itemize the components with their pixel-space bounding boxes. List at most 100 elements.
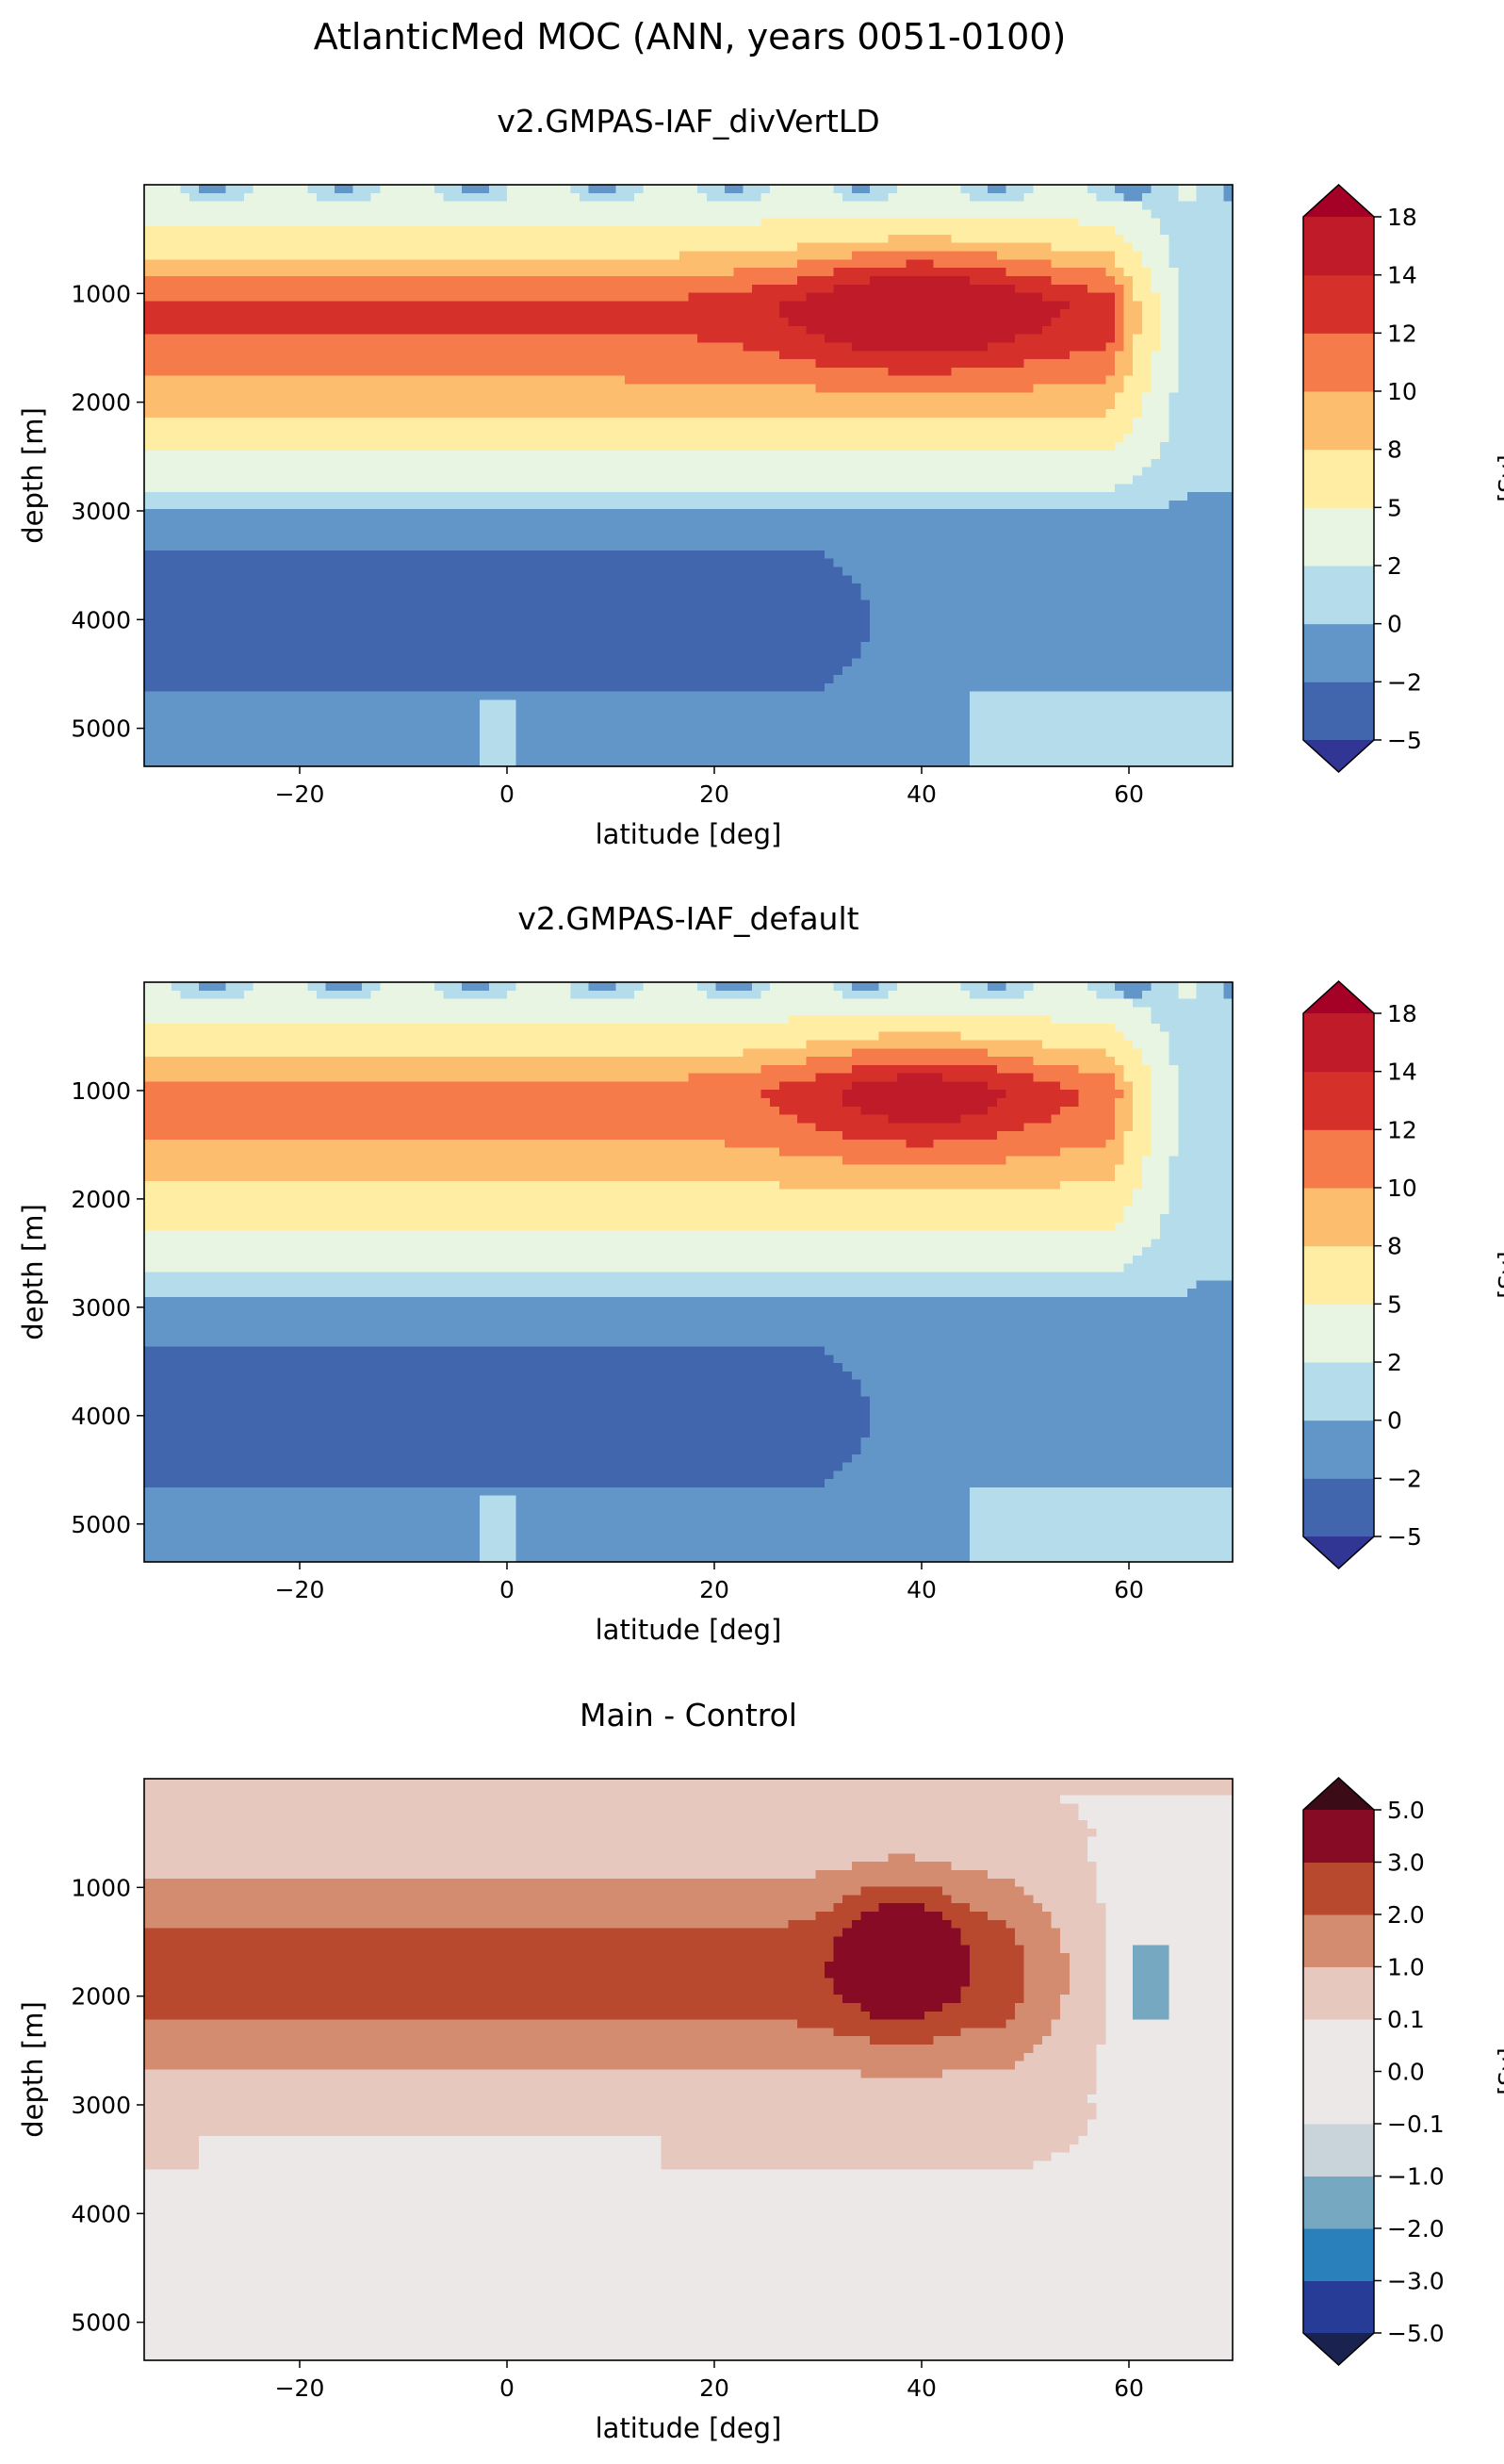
- contour-cell: [425, 292, 435, 302]
- contour-cell: [425, 201, 435, 211]
- contour-cell: [316, 716, 327, 726]
- contour-cell: [525, 458, 535, 468]
- contour-cell: [298, 334, 308, 344]
- contour-cell: [352, 558, 363, 568]
- contour-cell: [443, 641, 453, 651]
- contour-cell: [362, 550, 372, 560]
- contour-cell: [697, 632, 708, 643]
- contour-cell: [725, 649, 735, 660]
- contour-cell: [362, 425, 372, 435]
- contour-cell: [362, 608, 372, 617]
- contour-cell: [289, 434, 300, 443]
- contour-cell: [388, 359, 400, 369]
- contour-cell: [760, 218, 771, 227]
- contour-cell: [207, 632, 218, 643]
- contour-cell: [652, 284, 662, 294]
- contour-cell: [270, 475, 281, 485]
- contour-cell: [743, 185, 753, 194]
- contour-cell: [606, 558, 617, 568]
- contour-cell: [778, 467, 789, 477]
- contour-cell: [144, 492, 155, 501]
- contour-cell: [697, 550, 708, 560]
- contour-cell: [606, 218, 617, 227]
- contour-cell: [280, 259, 290, 269]
- contour-cell: [606, 682, 617, 693]
- contour-cell: [733, 359, 744, 369]
- contour-cell: [678, 451, 690, 460]
- contour-cell: [661, 292, 671, 302]
- contour-cell: [580, 451, 590, 460]
- contour-cell: [289, 292, 300, 302]
- contour-cell: [262, 218, 272, 227]
- contour-cell: [597, 625, 608, 634]
- contour-cell: [198, 242, 208, 253]
- contour-cell: [751, 508, 762, 518]
- contour-cell: [398, 567, 408, 576]
- contour-cell: [225, 517, 236, 526]
- contour-cell: [588, 226, 598, 236]
- contour-cell: [507, 251, 517, 260]
- contour-cell: [751, 475, 762, 485]
- contour-cell: [461, 375, 472, 386]
- contour-cell: [335, 575, 345, 584]
- contour-cell: [270, 666, 281, 676]
- contour-cell: [434, 649, 445, 660]
- contour-cell: [561, 625, 571, 634]
- contour-cell: [335, 716, 345, 726]
- contour-cell: [461, 534, 472, 543]
- contour-cell: [217, 384, 227, 393]
- contour-cell: [198, 708, 208, 717]
- contour-cell: [243, 649, 254, 660]
- contour-cell: [280, 675, 290, 684]
- contour-cell: [760, 259, 771, 269]
- contour-cell: [380, 608, 390, 617]
- contour-cell: [552, 458, 563, 468]
- contour-cell: [561, 185, 571, 194]
- contour-cell: [452, 425, 463, 435]
- contour-cell: [725, 425, 735, 435]
- contour-cell: [243, 367, 254, 377]
- contour-cell: [162, 583, 172, 593]
- contour-cell: [362, 334, 372, 344]
- contour-cell: [144, 724, 155, 734]
- contour-cell: [171, 542, 182, 551]
- contour-cell: [725, 201, 735, 211]
- contour-cell: [688, 591, 698, 601]
- contour-cell: [643, 716, 653, 726]
- contour-cell: [307, 649, 318, 660]
- contour-cell: [661, 318, 671, 327]
- contour-cell: [207, 392, 218, 402]
- contour-cell: [434, 508, 445, 518]
- contour-cell: [633, 417, 644, 427]
- contour-cell: [552, 275, 563, 286]
- contour-cell: [725, 675, 735, 684]
- contour-cell: [262, 268, 272, 277]
- contour-cell: [180, 666, 190, 676]
- contour-cell: [652, 309, 662, 319]
- contour-cell: [452, 575, 463, 584]
- contour-cell: [588, 185, 598, 194]
- contour-cell: [243, 658, 254, 667]
- contour-cell: [253, 442, 263, 452]
- contour-cell: [307, 417, 318, 427]
- contour-cell: [144, 575, 155, 584]
- contour-cell: [316, 600, 327, 610]
- contour-cell: [615, 550, 626, 560]
- contour-cell: [425, 550, 435, 560]
- contour-cell: [751, 458, 762, 468]
- contour-cell: [270, 550, 281, 560]
- contour-cell: [643, 550, 653, 560]
- contour-cell: [697, 583, 708, 593]
- contour-cell: [443, 583, 453, 593]
- contour-cell: [335, 401, 345, 410]
- contour-cell: [335, 467, 345, 477]
- contour-cell: [262, 567, 272, 576]
- contour-cell: [407, 542, 417, 551]
- contour-cell: [289, 632, 300, 643]
- contour-cell: [180, 292, 190, 302]
- contour-cell: [335, 309, 345, 319]
- contour-cell: [270, 218, 281, 227]
- contour-cell: [243, 500, 254, 510]
- contour-cell: [461, 525, 472, 534]
- contour-cell: [362, 525, 372, 534]
